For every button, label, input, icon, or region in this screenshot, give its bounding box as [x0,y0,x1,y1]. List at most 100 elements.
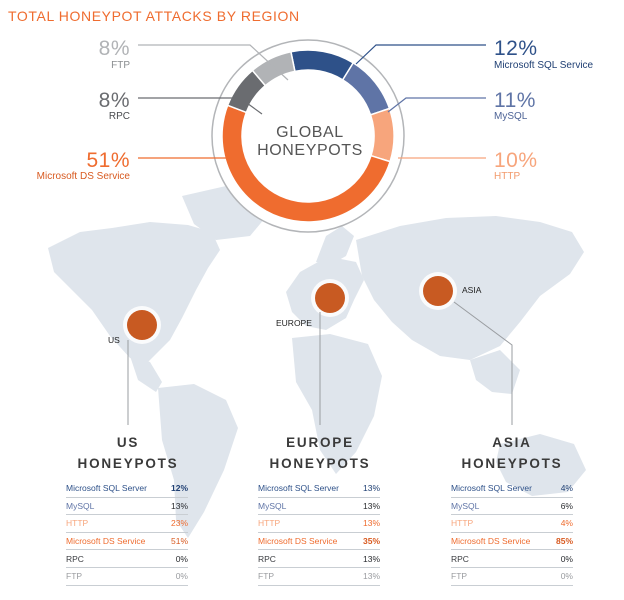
table-row: HTTP 4% [451,514,573,533]
mysql-label: MySQL [494,111,528,122]
row-label: Microsoft DS Service [451,532,552,551]
us-heading-line2: HONEYPOTS [77,456,179,471]
row-label: Microsoft DS Service [66,532,167,551]
map-north-america [48,222,220,362]
asia-marker [423,276,453,306]
map-central-america [130,356,162,392]
table-row: MySQL 13% [66,497,188,516]
table-row: HTTP 23% [66,514,188,533]
donut-center-line2: HONEYPOTS [257,142,363,159]
table-row: RPC 13% [258,549,380,568]
row-label: Microsoft SQL Server [258,480,359,498]
donut-leaders [138,44,486,159]
row-label: FTP [258,567,359,586]
map-label-us: US [108,335,120,345]
table-row: Microsoft SQL Server 13% [258,480,380,498]
row-label: RPC [451,549,552,568]
table-row: RPC 0% [451,549,573,568]
leader-rpc [138,97,263,115]
row-label: HTTP [258,514,359,533]
table-row: Microsoft SQL Server 12% [66,480,188,498]
row-value: 0% [551,549,573,568]
us-heading: US HONEYPOTS [48,432,208,474]
row-label: FTP [66,567,167,586]
us-marker [127,310,157,340]
table-row: FTP 0% [66,567,188,586]
us-heading-line1: US [116,435,140,450]
leader-mssql [355,44,486,65]
row-label: Microsoft SQL Server [451,480,552,498]
table-row: Microsoft DS Service 85% [451,532,573,551]
http-label: HTTP [494,171,521,182]
row-value: 51% [166,532,188,551]
asia-heading: ASIA HONEYPOTS [432,432,592,474]
table-row: FTP 0% [451,567,573,586]
europe-heading: EUROPE HONEYPOTS [240,432,400,474]
region-connectors [127,301,513,425]
europe-table: Microsoft SQL Server 13% MySQL 13% HTTP 13% Mi… [258,480,380,586]
table-row: HTTP 13% [258,514,380,533]
mysql-percent: 11% [494,89,536,112]
row-label: HTTP [66,514,167,533]
row-label: Microsoft DS Service [258,532,359,551]
row-value: 4% [551,514,573,533]
row-value: 4% [551,480,573,498]
mssql-label: Microsoft SQL Service [494,60,594,71]
asia-table: Microsoft SQL Server 4% MySQL 6% HTTP 4% Micro… [451,480,573,586]
row-value: 13% [358,514,380,533]
europe-heading-line2: HONEYPOTS [269,456,371,471]
row-value: 13% [358,497,380,516]
row-value: 0% [166,549,188,568]
row-value: 0% [551,567,573,586]
row-value: 23% [166,514,188,533]
row-value: 13% [166,497,188,516]
map-markers [123,272,457,344]
row-label: MySQL [66,497,167,516]
row-label: FTP [451,567,552,586]
mssql-percent: 12% [494,37,538,60]
rpc-label: RPC [108,111,130,122]
row-label: RPC [258,549,359,568]
row-value: 13% [358,549,380,568]
leader-mysql [387,97,486,113]
table-row: MySQL 13% [258,497,380,516]
row-value: 13% [358,480,380,498]
donut-hole [242,70,374,202]
msds-percent: 51% [86,149,130,172]
table-row: FTP 13% [258,567,380,586]
row-label: Microsoft SQL Server [66,480,167,498]
table-row: MySQL 6% [451,497,573,516]
asia-heading-line2: HONEYPOTS [461,456,563,471]
donut-center-line1: GLOBAL [276,124,344,141]
row-label: RPC [66,549,167,568]
http-percent: 10% [494,149,538,172]
map-africa [292,334,382,474]
ftp-percent: 8% [98,37,130,60]
row-value: 35% [358,532,380,551]
map-asia [356,216,584,360]
table-row: RPC 0% [66,549,188,568]
us-table: Microsoft SQL Server 12% MySQL 13% HTTP 23% Mi… [66,480,188,586]
row-value: 12% [166,480,188,498]
table-row: Microsoft DS Service 35% [258,532,380,551]
map-southeast-asia [470,350,520,394]
row-label: MySQL [451,497,552,516]
asia-heading-line1: ASIA [492,435,532,450]
world-map [48,186,586,538]
row-label: MySQL [258,497,359,516]
europe-heading-line1: EUROPE [286,435,354,450]
msds-label: Microsoft DS Service [36,171,130,182]
donut-center-label: GLOBAL HONEYPOTS [250,124,370,160]
europe-marker [315,283,345,313]
ftp-label: FTP [111,60,130,71]
row-value: 6% [551,497,573,516]
map-label-asia: ASIA [462,285,482,295]
asia-connector [453,301,513,425]
leader-ftp [138,44,289,81]
chart-title: TOTAL HONEYPOT ATTACKS BY REGION [8,8,300,24]
map-label-europe: EUROPE [276,318,312,328]
rpc-percent: 8% [98,89,130,112]
table-row: Microsoft DS Service 51% [66,532,188,551]
map-scandinavia [316,226,354,264]
